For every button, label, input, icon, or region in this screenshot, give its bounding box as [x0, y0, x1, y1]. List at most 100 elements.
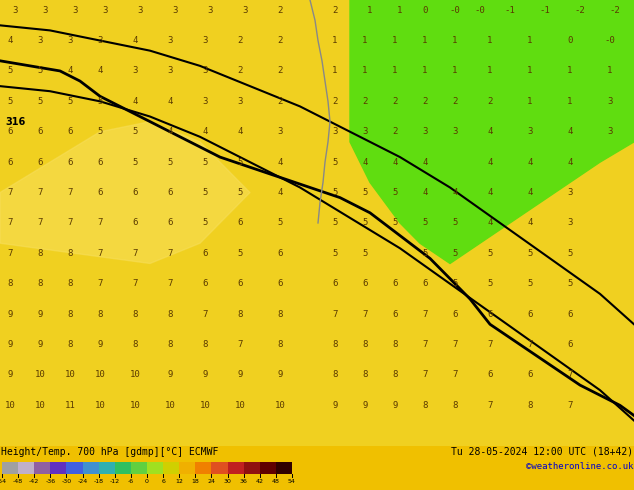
Text: 7: 7: [452, 340, 458, 349]
Text: 7: 7: [237, 340, 243, 349]
Text: 6: 6: [133, 188, 138, 197]
Text: 2: 2: [392, 97, 398, 106]
Text: 5: 5: [567, 249, 573, 258]
Text: 5: 5: [67, 97, 73, 106]
Text: 6: 6: [332, 279, 338, 288]
Bar: [50, 462, 67, 474]
Text: 5: 5: [37, 67, 42, 75]
Text: 2: 2: [362, 97, 368, 106]
Text: 3: 3: [452, 127, 458, 136]
Text: 7: 7: [567, 370, 573, 379]
Text: 7: 7: [97, 219, 103, 227]
Text: 8: 8: [202, 340, 208, 349]
Text: 4: 4: [567, 127, 573, 136]
Text: 5: 5: [422, 219, 428, 227]
Text: 1: 1: [567, 67, 573, 75]
Text: 6: 6: [237, 279, 243, 288]
Text: 7: 7: [202, 310, 208, 318]
Bar: [243, 462, 260, 474]
Text: 5: 5: [133, 158, 138, 167]
Text: 10: 10: [235, 401, 245, 410]
Text: 8: 8: [277, 340, 283, 349]
Text: 6: 6: [167, 219, 172, 227]
Text: 10: 10: [35, 370, 46, 379]
Text: 0: 0: [567, 36, 573, 45]
Bar: [18, 462, 34, 474]
Text: 10: 10: [94, 401, 105, 410]
Text: 2: 2: [277, 5, 283, 15]
Text: 5: 5: [488, 279, 493, 288]
Text: 54: 54: [288, 479, 296, 484]
Text: 7: 7: [8, 219, 13, 227]
Text: 1: 1: [488, 67, 493, 75]
Text: Height/Temp. 700 hPa [gdmp][°C] ECMWF: Height/Temp. 700 hPa [gdmp][°C] ECMWF: [1, 447, 218, 457]
Text: 8: 8: [133, 310, 138, 318]
Text: 6: 6: [97, 188, 103, 197]
Text: 2: 2: [332, 97, 338, 106]
Text: 4: 4: [567, 158, 573, 167]
Text: 8: 8: [277, 310, 283, 318]
Text: 2: 2: [488, 97, 493, 106]
Text: -42: -42: [29, 479, 39, 484]
Text: 4: 4: [452, 188, 458, 197]
Text: 7: 7: [167, 249, 172, 258]
Bar: [34, 462, 50, 474]
Text: 18: 18: [191, 479, 199, 484]
Text: 7: 7: [332, 310, 338, 318]
Text: 3: 3: [607, 127, 612, 136]
Text: 1: 1: [367, 5, 373, 15]
Text: 1: 1: [527, 67, 533, 75]
Text: 3: 3: [133, 67, 138, 75]
Text: 7: 7: [37, 188, 42, 197]
Text: 3: 3: [102, 5, 108, 15]
Text: 6: 6: [8, 127, 13, 136]
Text: 11: 11: [65, 401, 75, 410]
Text: 7: 7: [452, 370, 458, 379]
Text: 3: 3: [37, 36, 42, 45]
Text: 1: 1: [422, 36, 428, 45]
Text: 7: 7: [567, 401, 573, 410]
Text: 8: 8: [392, 340, 398, 349]
Text: 5: 5: [452, 219, 458, 227]
Text: 3: 3: [167, 67, 172, 75]
Text: 8: 8: [362, 340, 368, 349]
Text: 8: 8: [362, 370, 368, 379]
Text: 7: 7: [362, 310, 368, 318]
Text: 6: 6: [8, 158, 13, 167]
Text: 5: 5: [362, 219, 368, 227]
Text: 8: 8: [422, 401, 428, 410]
Text: 4: 4: [422, 188, 428, 197]
Text: 4: 4: [202, 127, 208, 136]
Text: 8: 8: [133, 340, 138, 349]
Text: 4: 4: [67, 67, 73, 75]
Bar: [212, 462, 228, 474]
Text: 1: 1: [488, 36, 493, 45]
Text: 5: 5: [97, 97, 103, 106]
Text: 9: 9: [167, 370, 172, 379]
Text: 8: 8: [67, 340, 73, 349]
Text: -2: -2: [610, 5, 621, 15]
Text: 1: 1: [527, 97, 533, 106]
Text: 3: 3: [237, 97, 243, 106]
Text: 5: 5: [237, 249, 243, 258]
Text: 2: 2: [277, 97, 283, 106]
Text: 5: 5: [37, 97, 42, 106]
Text: 6: 6: [133, 219, 138, 227]
Text: 9: 9: [97, 340, 103, 349]
Text: 8: 8: [167, 310, 172, 318]
Text: 6: 6: [527, 370, 533, 379]
Text: 7: 7: [488, 401, 493, 410]
Text: 2: 2: [422, 97, 428, 106]
Text: 6: 6: [37, 158, 42, 167]
Text: 3: 3: [72, 5, 78, 15]
Text: 7: 7: [8, 188, 13, 197]
Text: 7: 7: [422, 340, 428, 349]
Bar: [2, 462, 18, 474]
Text: 9: 9: [392, 401, 398, 410]
Text: 5: 5: [237, 158, 243, 167]
Text: 8: 8: [37, 279, 42, 288]
Text: 10: 10: [129, 370, 140, 379]
Text: 5: 5: [133, 127, 138, 136]
Text: 8: 8: [67, 279, 73, 288]
Text: 6: 6: [488, 310, 493, 318]
